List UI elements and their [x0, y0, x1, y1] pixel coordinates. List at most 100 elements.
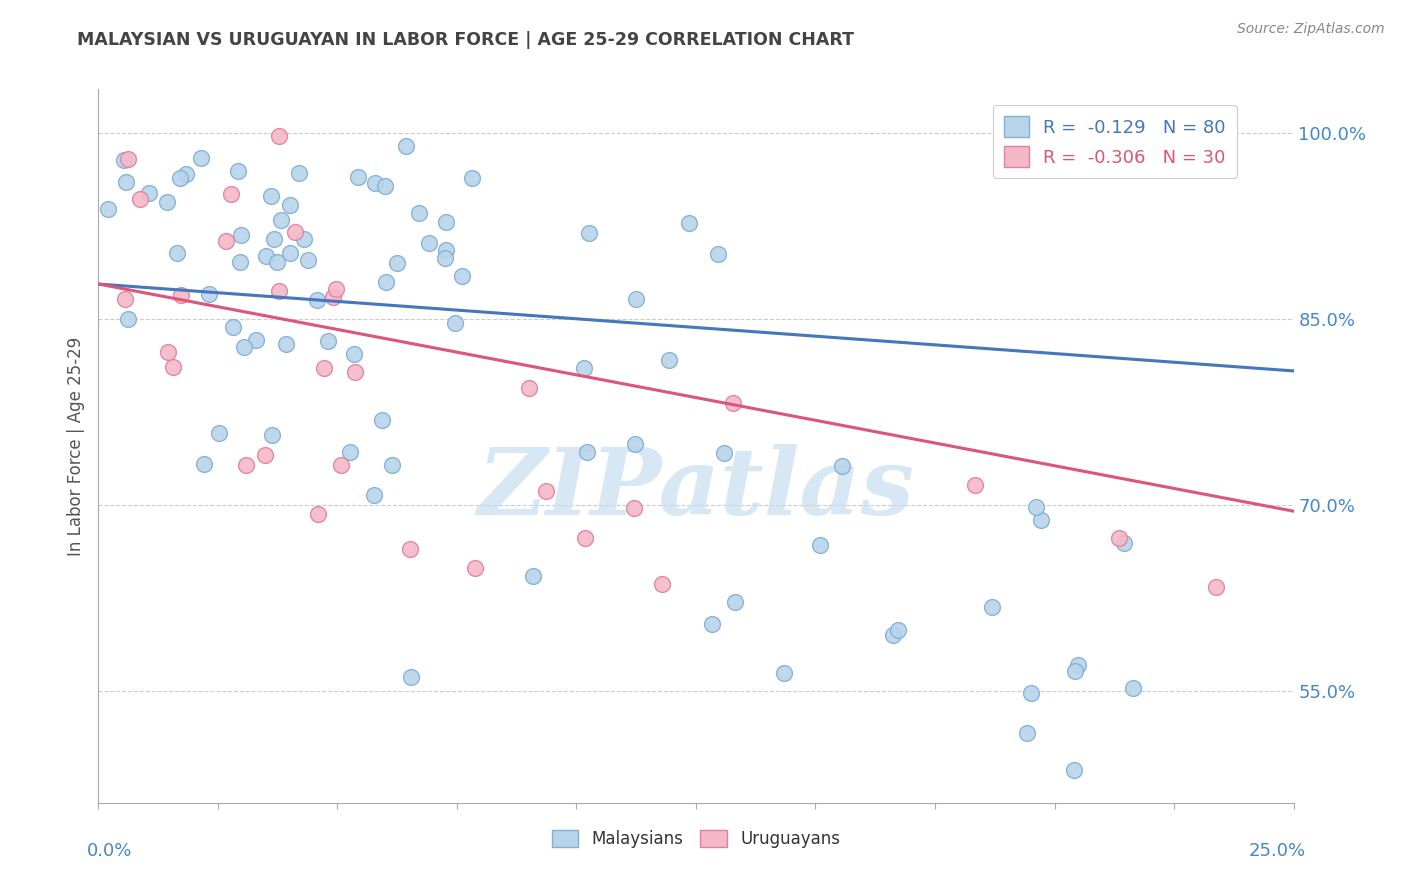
Point	[170, 288, 193, 302]
Point	[534, 483, 557, 498]
Point	[270, 213, 292, 227]
Point	[1015, 726, 1038, 740]
Point	[245, 333, 267, 347]
Point	[263, 232, 285, 246]
Point	[721, 396, 744, 410]
Point	[624, 436, 647, 450]
Point	[418, 235, 440, 250]
Point	[434, 251, 457, 265]
Point	[344, 365, 367, 379]
Point	[624, 292, 647, 306]
Text: ZIPatlas: ZIPatlas	[478, 444, 914, 533]
Point	[215, 235, 238, 249]
Point	[399, 669, 422, 683]
Text: MALAYSIAN VS URUGUAYAN IN LABOR FORCE | AGE 25-29 CORRELATION CHART: MALAYSIAN VS URUGUAYAN IN LABOR FORCE | …	[77, 31, 855, 49]
Point	[1122, 681, 1144, 695]
Point	[162, 360, 184, 375]
Legend: Malaysians, Uruguayans: Malaysians, Uruguayans	[546, 823, 846, 855]
Point	[1025, 500, 1047, 514]
Point	[278, 246, 301, 260]
Point	[965, 478, 987, 492]
Text: Source: ZipAtlas.com: Source: ZipAtlas.com	[1237, 22, 1385, 37]
Point	[1066, 658, 1088, 673]
Point	[222, 319, 245, 334]
Point	[707, 247, 730, 261]
Point	[657, 353, 679, 368]
Point	[117, 312, 139, 326]
Point	[434, 243, 457, 257]
Point	[347, 170, 370, 185]
Point	[1064, 664, 1087, 678]
Point	[297, 253, 319, 268]
Point	[254, 249, 277, 263]
Point	[176, 168, 198, 182]
Point	[443, 316, 465, 330]
Point	[578, 226, 600, 240]
Point	[374, 179, 396, 194]
Point	[385, 256, 408, 270]
Point	[887, 623, 910, 637]
Text: 0.0%: 0.0%	[87, 842, 132, 860]
Point	[307, 293, 329, 308]
Point	[1029, 513, 1052, 527]
Point	[115, 175, 138, 189]
Point	[322, 290, 344, 304]
Point	[193, 457, 215, 471]
Point	[267, 129, 290, 144]
Text: 25.0%: 25.0%	[1249, 842, 1306, 860]
Point	[316, 334, 339, 348]
Point	[450, 269, 472, 284]
Point	[274, 336, 297, 351]
Point	[219, 186, 242, 201]
Point	[233, 340, 256, 354]
Point	[1019, 686, 1042, 700]
Point	[156, 345, 179, 359]
Point	[651, 576, 673, 591]
Point	[229, 255, 252, 269]
Point	[166, 245, 188, 260]
Point	[808, 537, 831, 551]
Point	[284, 225, 307, 239]
Point	[260, 189, 283, 203]
Point	[207, 426, 229, 441]
Point	[831, 458, 853, 473]
Point	[197, 287, 219, 301]
Point	[572, 361, 595, 376]
Point	[980, 599, 1002, 614]
Point	[678, 216, 700, 230]
Point	[374, 275, 396, 289]
Point	[156, 195, 179, 210]
Point	[312, 360, 335, 375]
Point	[724, 595, 747, 609]
Point	[517, 381, 540, 395]
Point	[700, 616, 723, 631]
Point	[229, 228, 252, 243]
Point	[292, 232, 315, 246]
Point	[1108, 532, 1130, 546]
Point	[713, 446, 735, 460]
Point	[371, 413, 394, 427]
Point	[395, 139, 418, 153]
Point	[882, 628, 904, 642]
Point	[464, 561, 486, 575]
Y-axis label: In Labor Force | Age 25-29: In Labor Force | Age 25-29	[66, 336, 84, 556]
Point	[408, 206, 430, 220]
Point	[260, 428, 283, 442]
Point	[1112, 536, 1135, 550]
Point	[1205, 581, 1227, 595]
Point	[363, 487, 385, 501]
Point	[522, 569, 544, 583]
Point	[97, 202, 120, 216]
Point	[339, 445, 361, 459]
Point	[138, 186, 160, 201]
Point	[399, 541, 422, 556]
Point	[434, 215, 457, 229]
Point	[267, 284, 290, 298]
Point	[266, 255, 288, 269]
Point	[330, 458, 353, 472]
Point	[190, 151, 212, 165]
Point	[253, 448, 276, 462]
Point	[364, 176, 387, 190]
Point	[307, 507, 329, 521]
Point	[325, 282, 347, 296]
